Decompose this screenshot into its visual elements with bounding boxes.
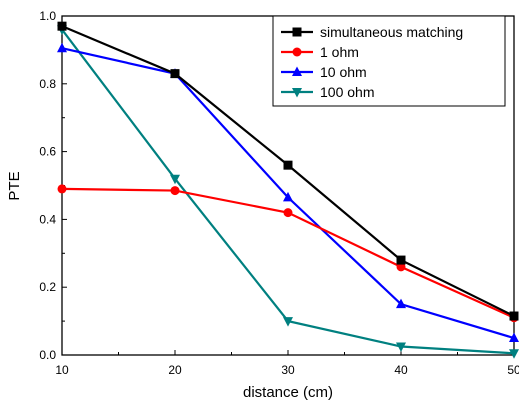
legend-swatch-marker	[292, 88, 302, 98]
legend-entry: 1 ohm	[281, 44, 359, 60]
y-axis-ticks: 0.0 0.2 0.4 0.6 0.8 1.0	[39, 9, 67, 362]
legend: simultaneous matching 1 ohm 10 ohm 100 ohm	[272, 15, 506, 107]
legend-label: 1 ohm	[320, 44, 359, 60]
data-point	[509, 332, 519, 343]
y-tick-label: 0.6	[39, 145, 56, 159]
x-axis-ticks: 10 20 30 40 50	[55, 350, 519, 377]
x-tick-label: 40	[394, 363, 408, 377]
x-tick-label: 50	[507, 363, 519, 377]
legend-label: 10 ohm	[320, 64, 367, 80]
data-point	[283, 317, 293, 327]
data-point	[396, 342, 406, 353]
y-tick-label: 1.0	[39, 9, 56, 23]
legend-swatch-marker	[292, 66, 302, 76]
series-layer	[57, 21, 519, 359]
x-axis-title: distance (cm)	[243, 384, 333, 401]
x-tick-label: 30	[281, 363, 295, 377]
x-tick-label: 20	[168, 363, 182, 377]
legend-swatch-marker	[292, 47, 302, 57]
data-point	[396, 255, 406, 265]
legend-swatch-marker	[292, 27, 302, 37]
data-point	[283, 160, 293, 170]
series-0	[57, 21, 519, 321]
legend-entry: 10 ohm	[281, 64, 367, 80]
x-tick-label: 10	[55, 363, 69, 377]
data-point	[396, 262, 406, 272]
data-point	[170, 69, 180, 79]
y-tick-label: 0.2	[39, 280, 56, 294]
data-point	[396, 298, 406, 309]
y-tick-label: 0.4	[39, 212, 56, 226]
data-point	[283, 208, 293, 218]
legend-entry: simultaneous matching	[281, 24, 463, 40]
data-point	[170, 174, 180, 185]
data-point	[57, 21, 67, 31]
y-axis-title: PTE	[6, 171, 23, 200]
data-point	[57, 42, 67, 53]
legend-entry: 100 ohm	[281, 84, 374, 100]
data-point	[509, 349, 519, 359]
data-point	[283, 191, 293, 202]
legend-label: 100 ohm	[320, 84, 374, 100]
data-point	[57, 184, 67, 194]
y-tick-label: 0.0	[39, 348, 56, 362]
data-point	[509, 311, 519, 321]
data-point	[170, 186, 180, 196]
legend-label: simultaneous matching	[320, 24, 463, 40]
y-tick-label: 0.8	[39, 77, 56, 91]
series-3	[57, 25, 519, 359]
